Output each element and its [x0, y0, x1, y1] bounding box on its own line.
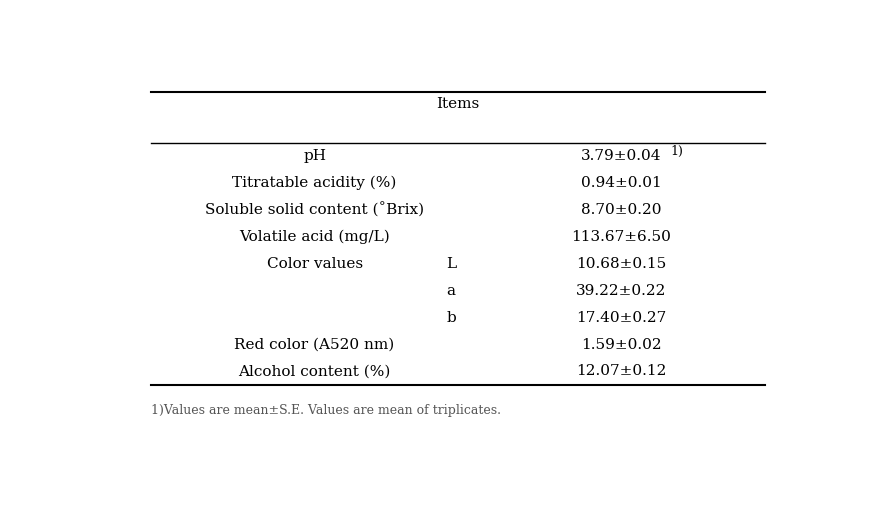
Text: 3.79±0.04: 3.79±0.04 [582, 149, 662, 163]
Text: 12.07±0.12: 12.07±0.12 [576, 365, 667, 378]
Text: Alcohol content (%): Alcohol content (%) [238, 365, 391, 378]
Text: Soluble solid content (˚Brix): Soluble solid content (˚Brix) [205, 202, 424, 218]
Text: pH: pH [303, 149, 326, 163]
Text: Items: Items [436, 97, 480, 111]
Text: 17.40±0.27: 17.40±0.27 [576, 311, 667, 324]
Text: 0.94±0.01: 0.94±0.01 [581, 176, 662, 190]
Text: 113.67±6.50: 113.67±6.50 [572, 230, 671, 244]
Text: Red color (A520 nm): Red color (A520 nm) [234, 338, 395, 351]
Text: 1): 1) [671, 144, 684, 158]
Text: a: a [446, 284, 456, 298]
Text: 1.59±0.02: 1.59±0.02 [581, 338, 662, 351]
Text: Volatile acid (mg/L): Volatile acid (mg/L) [239, 230, 390, 244]
Text: Color values: Color values [267, 257, 363, 271]
Text: 8.70±0.20: 8.70±0.20 [582, 203, 662, 217]
Text: L: L [446, 257, 456, 271]
Text: 10.68±0.15: 10.68±0.15 [576, 257, 667, 271]
Text: b: b [446, 311, 456, 324]
Text: Titratable acidity (%): Titratable acidity (%) [232, 176, 397, 190]
Text: 39.22±0.22: 39.22±0.22 [576, 284, 667, 298]
Text: 1)Values are mean±S.E. Values are mean of triplicates.: 1)Values are mean±S.E. Values are mean o… [151, 405, 501, 417]
